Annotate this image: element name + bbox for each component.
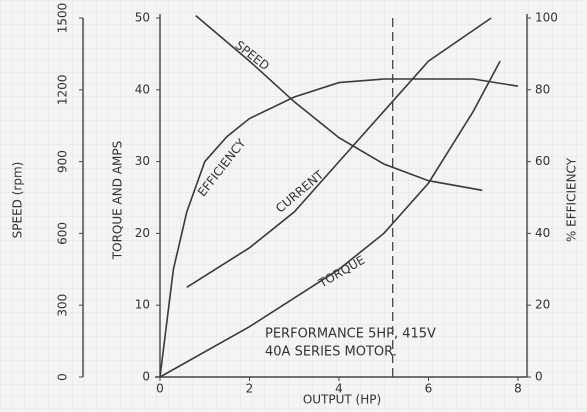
y3-tick-label: 600: [56, 222, 70, 245]
y3-tick-label: 1500: [56, 3, 70, 34]
y-tick-label: 10: [135, 298, 150, 312]
y2-tick-label: 60: [535, 154, 550, 168]
y-tick-label: 50: [135, 11, 150, 25]
series-line: [195, 14, 483, 192]
x-tick-label: 8: [514, 382, 522, 396]
y3-label: SPEED (rpm): [11, 162, 25, 239]
y-tick-label: 30: [135, 154, 150, 168]
y3-tick-label: 300: [56, 294, 70, 317]
y3-tick-label: 0: [56, 373, 70, 381]
y-tick-label: 0: [142, 370, 150, 384]
y2-tick-label: 100: [535, 11, 558, 25]
y3-tick-label: 900: [56, 150, 70, 173]
y-tick-label: 20: [135, 226, 150, 240]
x-label: OUTPUT (HP): [303, 393, 381, 407]
y-tick-label: 40: [135, 82, 150, 96]
x-tick-label: 2: [246, 382, 254, 396]
x-tick-label: 4: [335, 382, 343, 396]
y2-tick-label: 20: [535, 298, 550, 312]
y-label: TORQUE AND AMPS: [111, 141, 125, 260]
series-line: [159, 78, 519, 378]
annotation: PERFORMANCE 5HP, 415V: [265, 327, 436, 342]
y2-tick-label: 0: [535, 370, 543, 384]
y2-tick-label: 80: [535, 82, 550, 96]
y3-tick-label: 1200: [56, 75, 70, 106]
series-line: [159, 60, 501, 378]
annotation: 40A SERIES MOTOR.: [265, 345, 397, 360]
y2-tick-label: 40: [535, 226, 550, 240]
x-tick-label: 0: [156, 382, 164, 396]
x-tick-label: 6: [425, 382, 433, 396]
series-line: [186, 17, 492, 288]
y2-label: % EFFICIENCY: [565, 157, 579, 242]
